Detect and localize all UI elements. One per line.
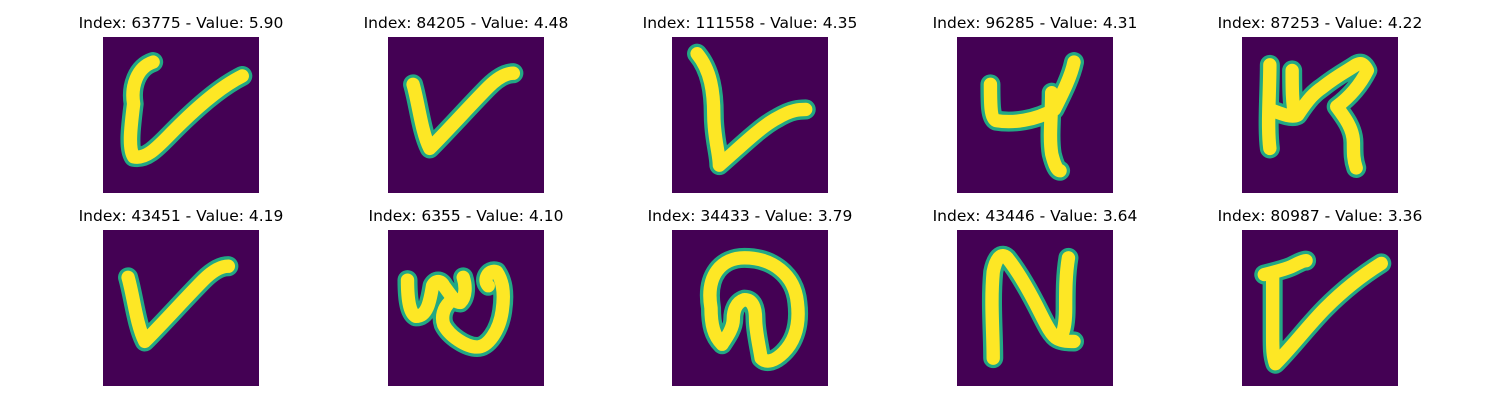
glyph-stroke <box>123 55 249 164</box>
digit-glyph <box>699 247 809 372</box>
digit-glyph <box>120 52 253 168</box>
panel-title: Index: 84205 - Value: 4.48 <box>363 14 569 32</box>
glyph-stroke <box>121 259 236 349</box>
digit-image <box>1242 230 1398 386</box>
glyph-stroke <box>690 47 813 172</box>
digit-glyph <box>687 43 816 176</box>
digit-glyph <box>118 256 239 352</box>
digit-image <box>957 230 1113 386</box>
digit-image <box>388 230 544 386</box>
digit-glyph <box>980 52 1085 181</box>
panel-title: Index: 80987 - Value: 3.36 <box>1217 207 1423 225</box>
glyph-stroke <box>1257 253 1388 371</box>
glyph-stroke <box>703 251 805 368</box>
panel-title: Index: 43446 - Value: 3.64 <box>932 207 1138 225</box>
digit-image <box>388 37 544 193</box>
glyph-stroke <box>985 249 1081 365</box>
panel-title: Index: 87253 - Value: 4.22 <box>1217 14 1423 32</box>
digit-glyph <box>1254 250 1392 374</box>
glyph-stroke <box>400 264 510 354</box>
digit-image <box>957 37 1113 193</box>
glyph-stroke <box>1261 57 1375 175</box>
digit-image <box>103 37 259 193</box>
digit-image <box>672 230 828 386</box>
glyph-stroke <box>983 55 1081 178</box>
digit-image <box>672 37 828 193</box>
digit-image <box>1242 37 1398 193</box>
panel-title: Index: 6355 - Value: 4.10 <box>368 207 564 225</box>
glyph-stroke <box>406 66 521 156</box>
digit-glyph <box>403 63 524 159</box>
panel-title: Index: 111558 - Value: 4.35 <box>642 14 858 32</box>
panel-title: Index: 96285 - Value: 4.31 <box>932 14 1138 32</box>
digit-image <box>103 230 259 386</box>
panel-title: Index: 43451 - Value: 4.19 <box>78 207 284 225</box>
digit-glyph <box>981 245 1085 369</box>
digit-glyph <box>397 261 514 358</box>
panel-title: Index: 34433 - Value: 3.79 <box>647 207 853 225</box>
panel-title: Index: 63775 - Value: 5.90 <box>78 14 284 32</box>
digit-glyph <box>1258 53 1378 178</box>
